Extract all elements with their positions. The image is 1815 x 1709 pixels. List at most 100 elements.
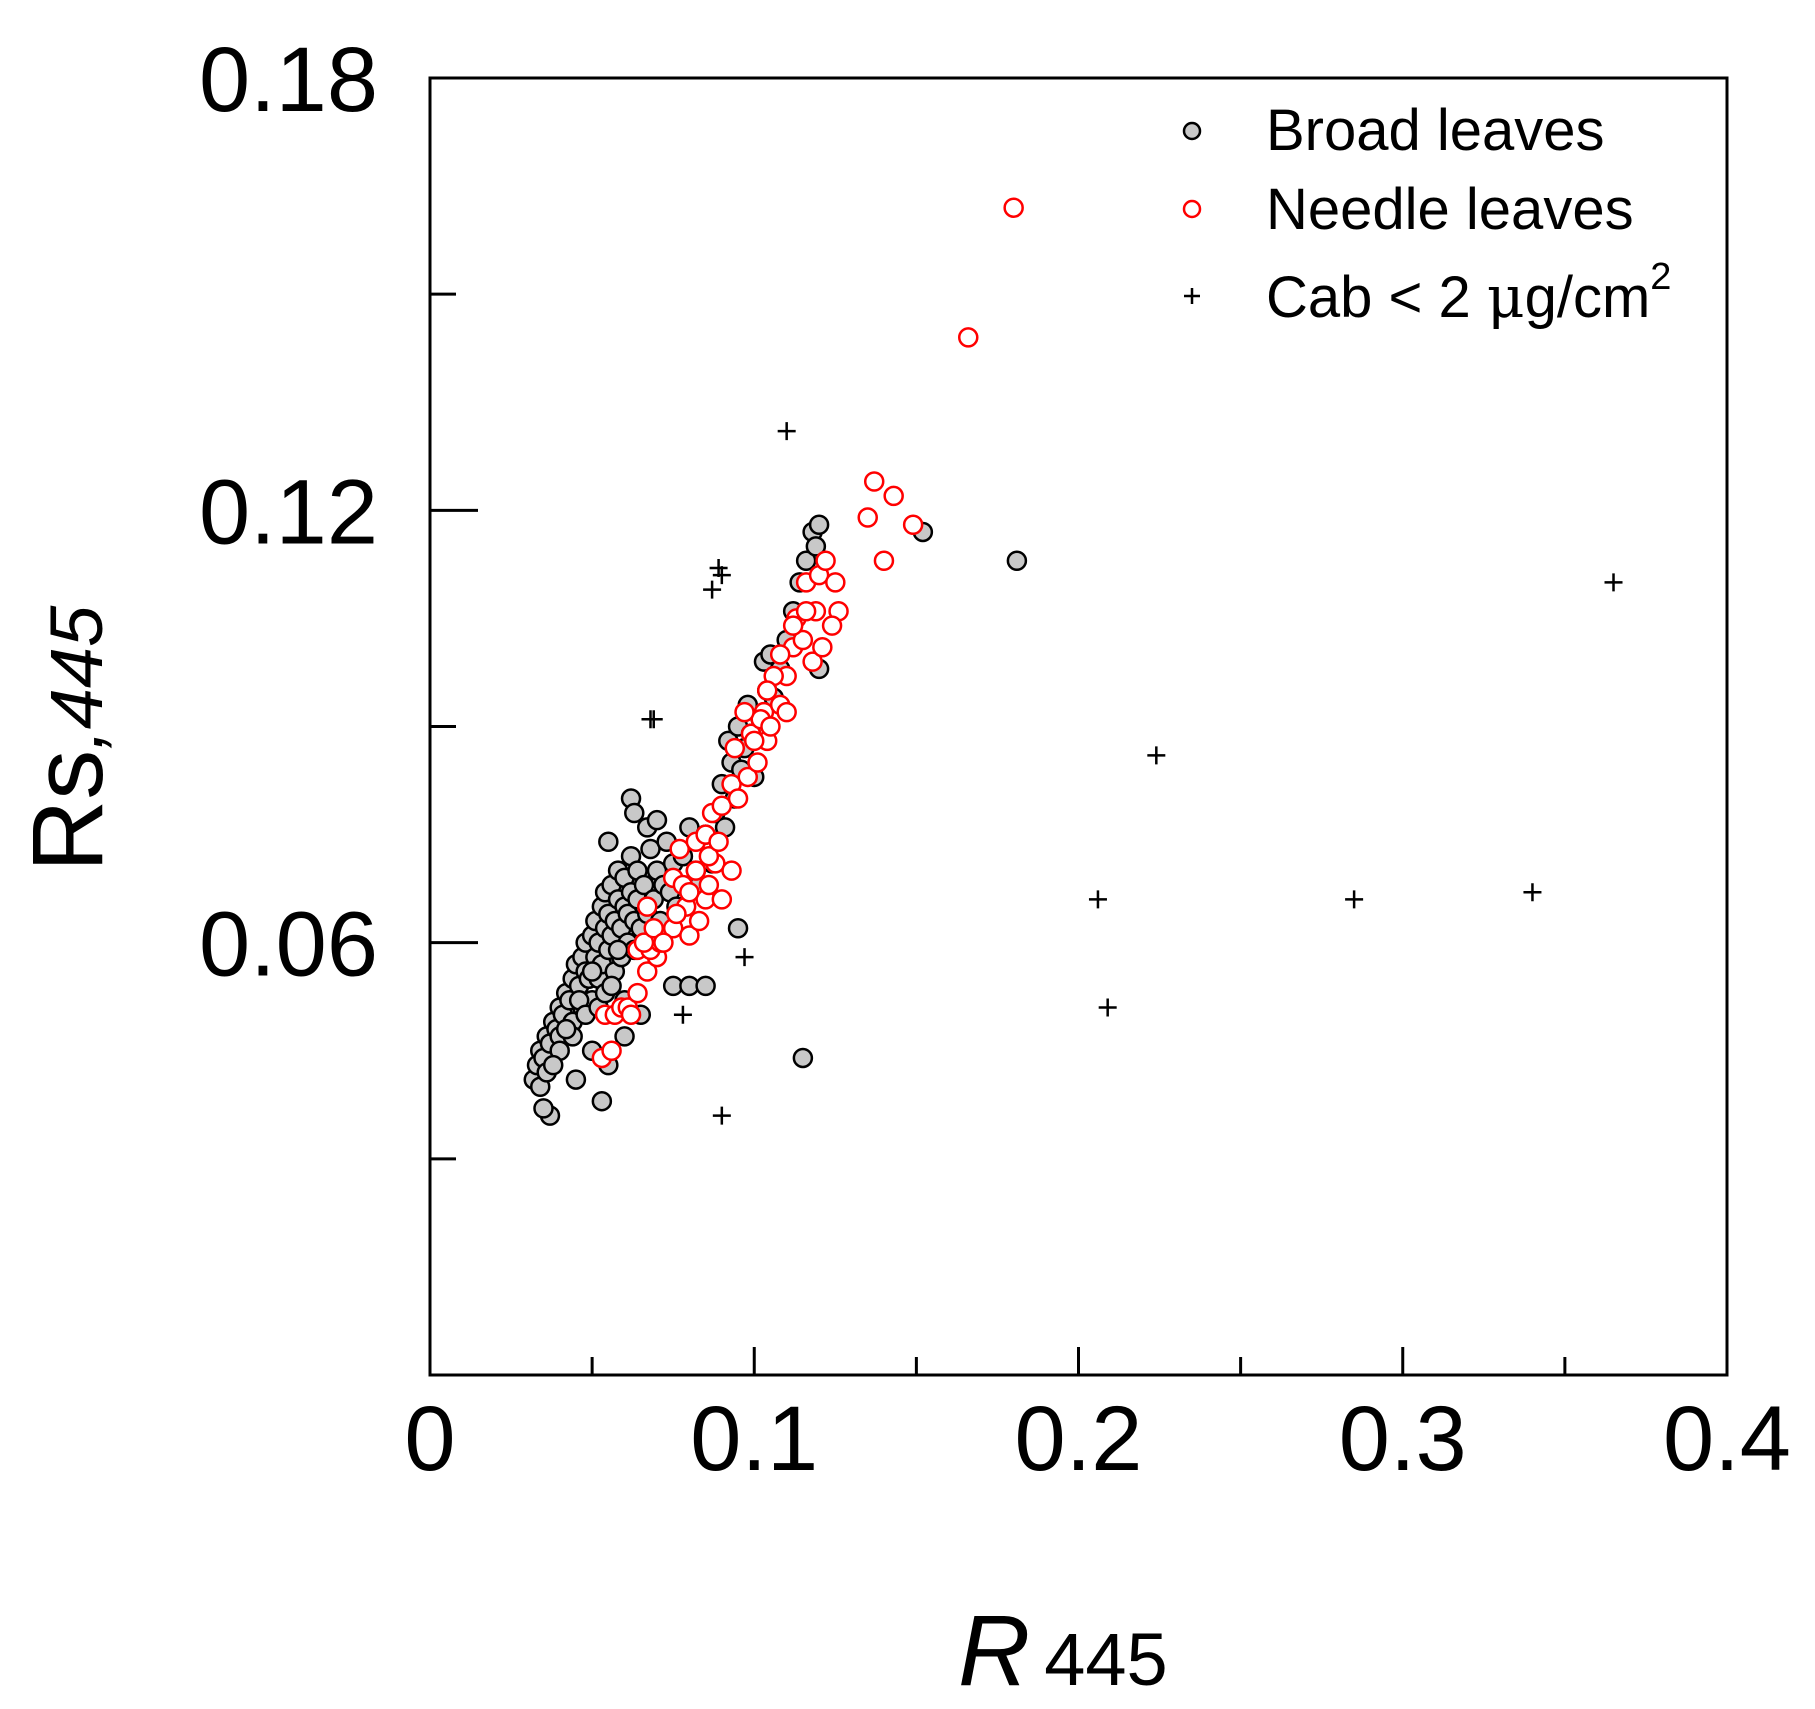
y-tick-label: 0.12 [199, 461, 378, 563]
needle-leaf-point [776, 701, 797, 723]
needle-leaf-point [812, 636, 833, 658]
x-axis-ticks: 0 0.1 0.2 0.3 0.4 [404, 1347, 1791, 1490]
needle-leaf-point [1003, 197, 1024, 218]
series-broad-leaves [523, 514, 1028, 1126]
needle-leaf-point [643, 918, 664, 939]
broad-leaf-point [1006, 550, 1028, 572]
legend: Broad leaves Needle leaves Cab < 2 μg/cm… [1182, 98, 1671, 331]
legend-marker-cab [1184, 288, 1200, 304]
needle-leaf-point [883, 485, 904, 507]
cab-low-point [703, 580, 722, 599]
legend-label-needle: Needle leaves [1266, 177, 1634, 242]
needle-leaf-point [825, 572, 846, 593]
needle-leaf-point [873, 550, 895, 572]
x-tick-label: 0.2 [1015, 1388, 1143, 1490]
broad-leaf-point [614, 1026, 635, 1047]
x-axis-title-sub: 445 [1044, 1618, 1167, 1701]
needle-leaf-point [815, 550, 836, 572]
needle-leaf-point [636, 961, 658, 982]
broad-leaf-point [533, 1098, 554, 1119]
needle-leaf-point [698, 845, 720, 867]
series-cab-low [641, 422, 1623, 1125]
needle-leaf-point [721, 860, 742, 881]
needle-leaf-point [795, 600, 817, 622]
cab-low-point [777, 422, 796, 441]
cab-low-point [1604, 573, 1623, 592]
needle-leaf-point [802, 651, 823, 672]
needle-leaf-point [756, 680, 778, 701]
needle-leaf-point [711, 889, 733, 910]
x-tick-label: 0 [404, 1388, 455, 1490]
needle-leaf-point [902, 514, 924, 535]
y-tick-label: 0.18 [199, 29, 378, 131]
broad-leaf-point [805, 536, 827, 557]
legend-label-cab-prefix: Cab < 2 [1266, 265, 1487, 330]
broad-leaf-point [555, 1018, 577, 1040]
needle-leaf-point [863, 471, 885, 492]
needle-leaf-point [679, 881, 700, 903]
needle-leaf-point [760, 716, 781, 737]
needle-leaf-point [737, 766, 759, 788]
needle-leaf-point [958, 327, 979, 348]
y-axis-title-main: Rs [12, 750, 124, 872]
broad-leaf-point [542, 1054, 564, 1076]
needle-leaf-point [633, 932, 655, 953]
broad-leaf-point [565, 1069, 587, 1090]
legend-label-cab-unit: g/cm [1525, 265, 1651, 330]
needle-leaf-point [685, 860, 707, 881]
y-tick-label: 0.06 [199, 894, 378, 996]
broad-leaf-point [792, 1047, 814, 1069]
needle-leaf-point [636, 896, 658, 917]
broad-leaf-point [607, 939, 629, 961]
x-tick-label: 0.3 [1339, 1388, 1467, 1490]
needle-leaf-point [792, 629, 814, 651]
legend-marker-needle [1182, 199, 1202, 219]
broad-leaf-point [624, 802, 645, 824]
needle-leaf-point [698, 874, 720, 896]
legend-marker-broad [1182, 121, 1202, 141]
legend-label-cab-mu: μ [1487, 263, 1525, 331]
needle-leaf-point [734, 701, 755, 723]
cab-low-point [712, 1106, 731, 1125]
needle-leaf-point [821, 615, 843, 636]
broad-leaf-point [695, 975, 716, 997]
broad-leaf-point [591, 1090, 613, 1112]
y-axis-title-sub: ,445 [35, 605, 118, 750]
needle-leaf-point [857, 507, 878, 528]
needle-leaf-point [679, 925, 700, 946]
needle-leaf-point [724, 737, 746, 759]
y-axis-title: Rs,445 [12, 605, 124, 872]
broad-leaf-point [581, 961, 603, 982]
needle-leaf-point [782, 615, 804, 636]
x-axis-title-main: R [958, 1595, 1030, 1707]
broad-leaf-point [795, 550, 817, 572]
broad-leaf-point [601, 975, 622, 997]
series-needle-leaves [591, 197, 1024, 1069]
cab-low-point [1098, 998, 1117, 1017]
legend-label-cab: Cab < 2 μg/cm2 [1266, 256, 1671, 331]
cab-low-point [735, 948, 754, 967]
cab-low-point [1345, 890, 1364, 909]
needle-leaf-point [653, 932, 674, 953]
x-tick-label: 0.4 [1663, 1388, 1791, 1490]
needle-leaf-point [666, 903, 687, 925]
needle-leaf-point [769, 644, 791, 665]
needle-leaf-point [708, 831, 729, 853]
legend-label-cab-sup: 2 [1650, 256, 1671, 298]
cab-low-point [673, 1005, 692, 1024]
cab-low-point [644, 710, 663, 729]
legend-label-broad: Broad leaves [1266, 98, 1605, 163]
broad-leaf-point [646, 809, 668, 831]
needle-leaf-point [747, 752, 768, 773]
needle-leaf-point [620, 1004, 642, 1025]
x-tick-label: 0.1 [690, 1388, 818, 1490]
needle-leaf-point [688, 910, 710, 932]
cab-low-point [712, 566, 731, 585]
broad-leaf-point [808, 514, 830, 535]
needle-leaf-point [601, 1040, 622, 1061]
needle-leaf-point [627, 982, 648, 1004]
needle-leaf-point [744, 730, 765, 752]
y-axis-ticks: 0.06 0.12 0.18 [199, 29, 478, 1161]
broad-leaf-point [633, 874, 655, 896]
